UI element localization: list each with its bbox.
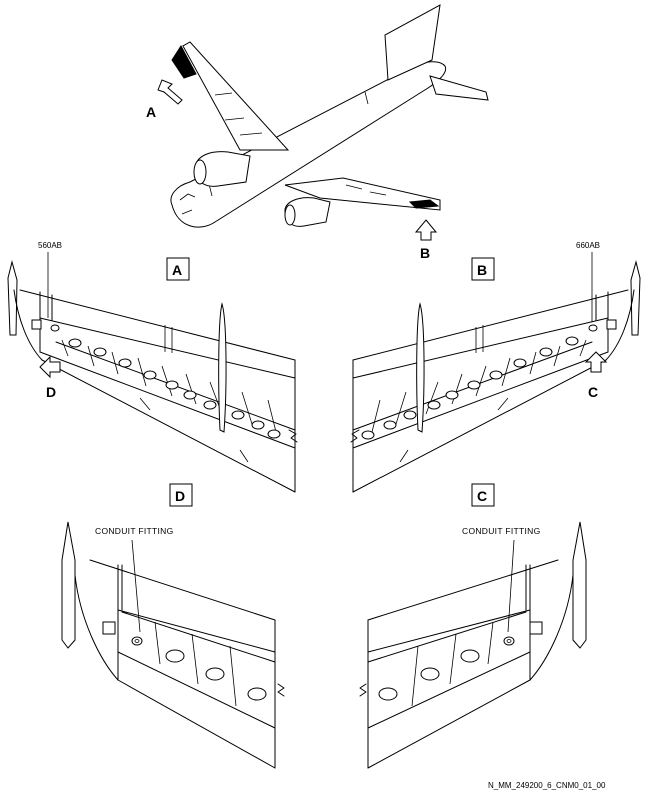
aircraft-illustration — [170, 4, 489, 228]
wing-detail-view-d — [61, 521, 285, 769]
callout-d-view-a: D — [46, 384, 56, 400]
view-arrow-icon — [414, 219, 438, 241]
figure-ref: N_MM_249200_6_CNM0_01_00 — [488, 781, 606, 790]
view-c-label: C — [477, 488, 487, 504]
view-a-label: A — [172, 262, 182, 278]
view-arrow-icon — [39, 355, 61, 379]
conduit-fitting-label-c: CONDUIT FITTING — [462, 526, 540, 536]
wing-panel-view-b — [350, 260, 641, 493]
view-arrow-icon — [157, 79, 183, 105]
view-c-label-box — [471, 483, 495, 507]
view-b-label: B — [477, 262, 487, 278]
panel-ref-660ab: 660AB — [576, 241, 600, 250]
view-d-label: D — [175, 488, 185, 504]
view-d-label-box — [169, 483, 193, 507]
view-b-label-box — [471, 257, 495, 281]
wing-detail-view-c — [359, 521, 587, 769]
panel-ref-560ab: 560AB — [38, 241, 62, 250]
view-a-label-box — [166, 257, 190, 281]
callout-c-view-b: C — [588, 384, 598, 400]
conduit-fitting-label-d: CONDUIT FITTING — [95, 526, 173, 536]
view-arrow-icon — [584, 351, 608, 373]
callout-a-overview: A — [146, 104, 156, 120]
callout-b-overview: B — [420, 245, 430, 261]
wing-panel-view-a — [7, 260, 298, 493]
